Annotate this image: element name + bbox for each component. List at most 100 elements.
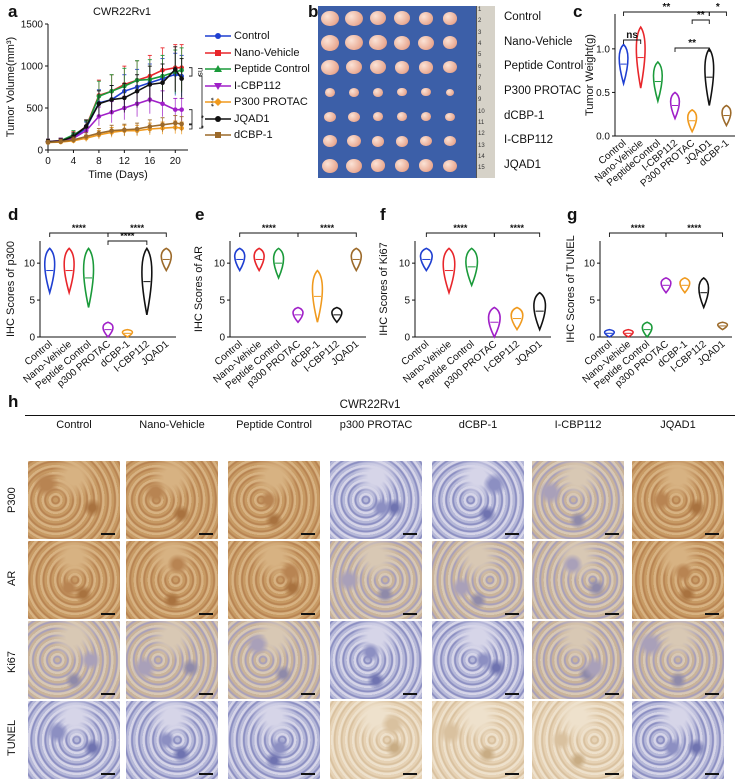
tumor-sample xyxy=(445,88,455,96)
violin-control xyxy=(618,43,629,87)
violin-jqad1 xyxy=(350,247,363,273)
significance-label: * xyxy=(196,125,205,128)
legend-label: I-CBP112 xyxy=(231,79,281,92)
y-axis-label: IHC Scores of Ki67 xyxy=(378,242,390,336)
ruler xyxy=(476,6,495,178)
ihc-image-tile xyxy=(330,541,422,619)
significance-bracket: **** xyxy=(107,231,148,245)
tumor-sample xyxy=(418,60,434,74)
significance-label: **** xyxy=(130,223,145,233)
panel-g: 0 5 10 IHC Scores of TUNEL Control Nano-Vehic… xyxy=(560,203,740,393)
y-axis-label: IHC Scores of p300 xyxy=(5,241,17,337)
y-tick-label: 10 xyxy=(399,259,411,270)
tumor-sample xyxy=(393,35,411,50)
legend-label: P300 PROTAC xyxy=(231,96,308,108)
violin-p300-protac xyxy=(660,277,672,294)
violin-i-cbp112 xyxy=(698,276,710,310)
series-i-cbp112 xyxy=(45,85,184,144)
scale-bar xyxy=(101,613,115,615)
y-tick-label: 0 xyxy=(404,333,410,344)
violin-shape xyxy=(160,247,173,273)
violin-shape xyxy=(721,104,732,128)
ihc-image-tile xyxy=(28,461,120,539)
data-point xyxy=(71,134,76,139)
scale-bar xyxy=(605,533,619,535)
violin-i-cbp112 xyxy=(331,306,343,324)
tumor-sample xyxy=(370,159,386,173)
tumor-sample xyxy=(444,136,456,147)
tumor-sample xyxy=(324,111,336,122)
scale-bar xyxy=(403,773,417,775)
tumor-sample xyxy=(369,35,387,51)
violin-shape xyxy=(641,321,653,339)
tumor-sample xyxy=(417,35,435,50)
violin-p300-protac xyxy=(487,306,501,339)
violin-p300-protac xyxy=(292,306,304,324)
scale-bar xyxy=(403,533,417,535)
violin-shape xyxy=(331,306,343,324)
tumor-sample xyxy=(324,87,336,97)
x-tick-label: 20 xyxy=(170,156,182,167)
series-dcbp-1 xyxy=(45,115,184,145)
tumor-sample xyxy=(345,158,363,173)
scale-bar xyxy=(301,613,315,615)
tumor-sample xyxy=(347,135,361,148)
panel-label-f: f xyxy=(380,205,386,224)
ruler-mark: 3 xyxy=(478,29,482,36)
y-tick-label: 10 xyxy=(584,259,596,270)
violin-shape xyxy=(660,277,672,294)
violin-shape xyxy=(679,277,691,294)
significance-label: ** xyxy=(688,38,696,49)
tumor-sample xyxy=(323,135,337,148)
violin-control xyxy=(419,247,433,272)
tumor-group-label: dCBP-1 xyxy=(504,109,545,122)
y-tick-label: 0 xyxy=(37,146,43,157)
violin-shape xyxy=(350,247,363,273)
data-point xyxy=(45,140,51,145)
legend-marker xyxy=(205,33,231,40)
tumor-sample xyxy=(321,59,339,75)
ihc-image-tile xyxy=(432,541,524,619)
scale-bar xyxy=(705,533,719,535)
significance-bracket: ** xyxy=(674,38,710,52)
ihc-image-tile xyxy=(432,461,524,539)
series-line xyxy=(47,98,182,143)
ihc-image-tile xyxy=(228,541,320,619)
x-tick-label: 0 xyxy=(45,156,51,167)
violin-shape xyxy=(686,108,698,134)
x-tick-label: 12 xyxy=(119,156,131,167)
data-point xyxy=(96,130,102,136)
violin-shape xyxy=(533,291,547,332)
ihc-image-tile xyxy=(532,541,624,619)
significance-label: **** xyxy=(453,223,468,233)
ruler-mark: 8 xyxy=(478,86,482,93)
y-tick-label: 0 xyxy=(29,333,35,344)
scale-bar xyxy=(101,773,115,775)
ihc-image-tile xyxy=(126,541,218,619)
tumor-rows xyxy=(318,6,476,178)
ruler-mark: 7 xyxy=(478,74,482,81)
data-point xyxy=(58,139,64,144)
legend-item: Peptide Control xyxy=(205,63,310,75)
ihc-column-headers: Control Nano-Vehicle Peptide Control p300 P… xyxy=(0,419,740,439)
scale-bar xyxy=(505,693,519,695)
ihc-image-tile xyxy=(28,701,120,779)
scale-bar xyxy=(101,533,115,535)
violin-control xyxy=(603,328,616,338)
legend-marker xyxy=(205,115,231,122)
tumor-sample xyxy=(418,159,434,173)
significance-bracket: **** xyxy=(425,223,495,237)
ihc-image-grid xyxy=(0,395,740,782)
tumor-sample xyxy=(443,159,457,172)
violin-shape xyxy=(253,247,265,273)
y-tick-label: 0 xyxy=(219,333,225,344)
ihc-image-tile xyxy=(126,461,218,539)
violin-shape xyxy=(618,43,629,87)
legend-label: Control xyxy=(231,30,270,42)
tumor-group-label: JQAD1 xyxy=(504,158,542,171)
tumor-sample xyxy=(418,11,434,25)
ihc-image-tile xyxy=(632,541,724,619)
panel-b: 1 2 3 4 5 6 7 8 9 10 11 12 13 14 15 xyxy=(318,6,503,178)
violin-nano-vehicle xyxy=(635,25,646,89)
